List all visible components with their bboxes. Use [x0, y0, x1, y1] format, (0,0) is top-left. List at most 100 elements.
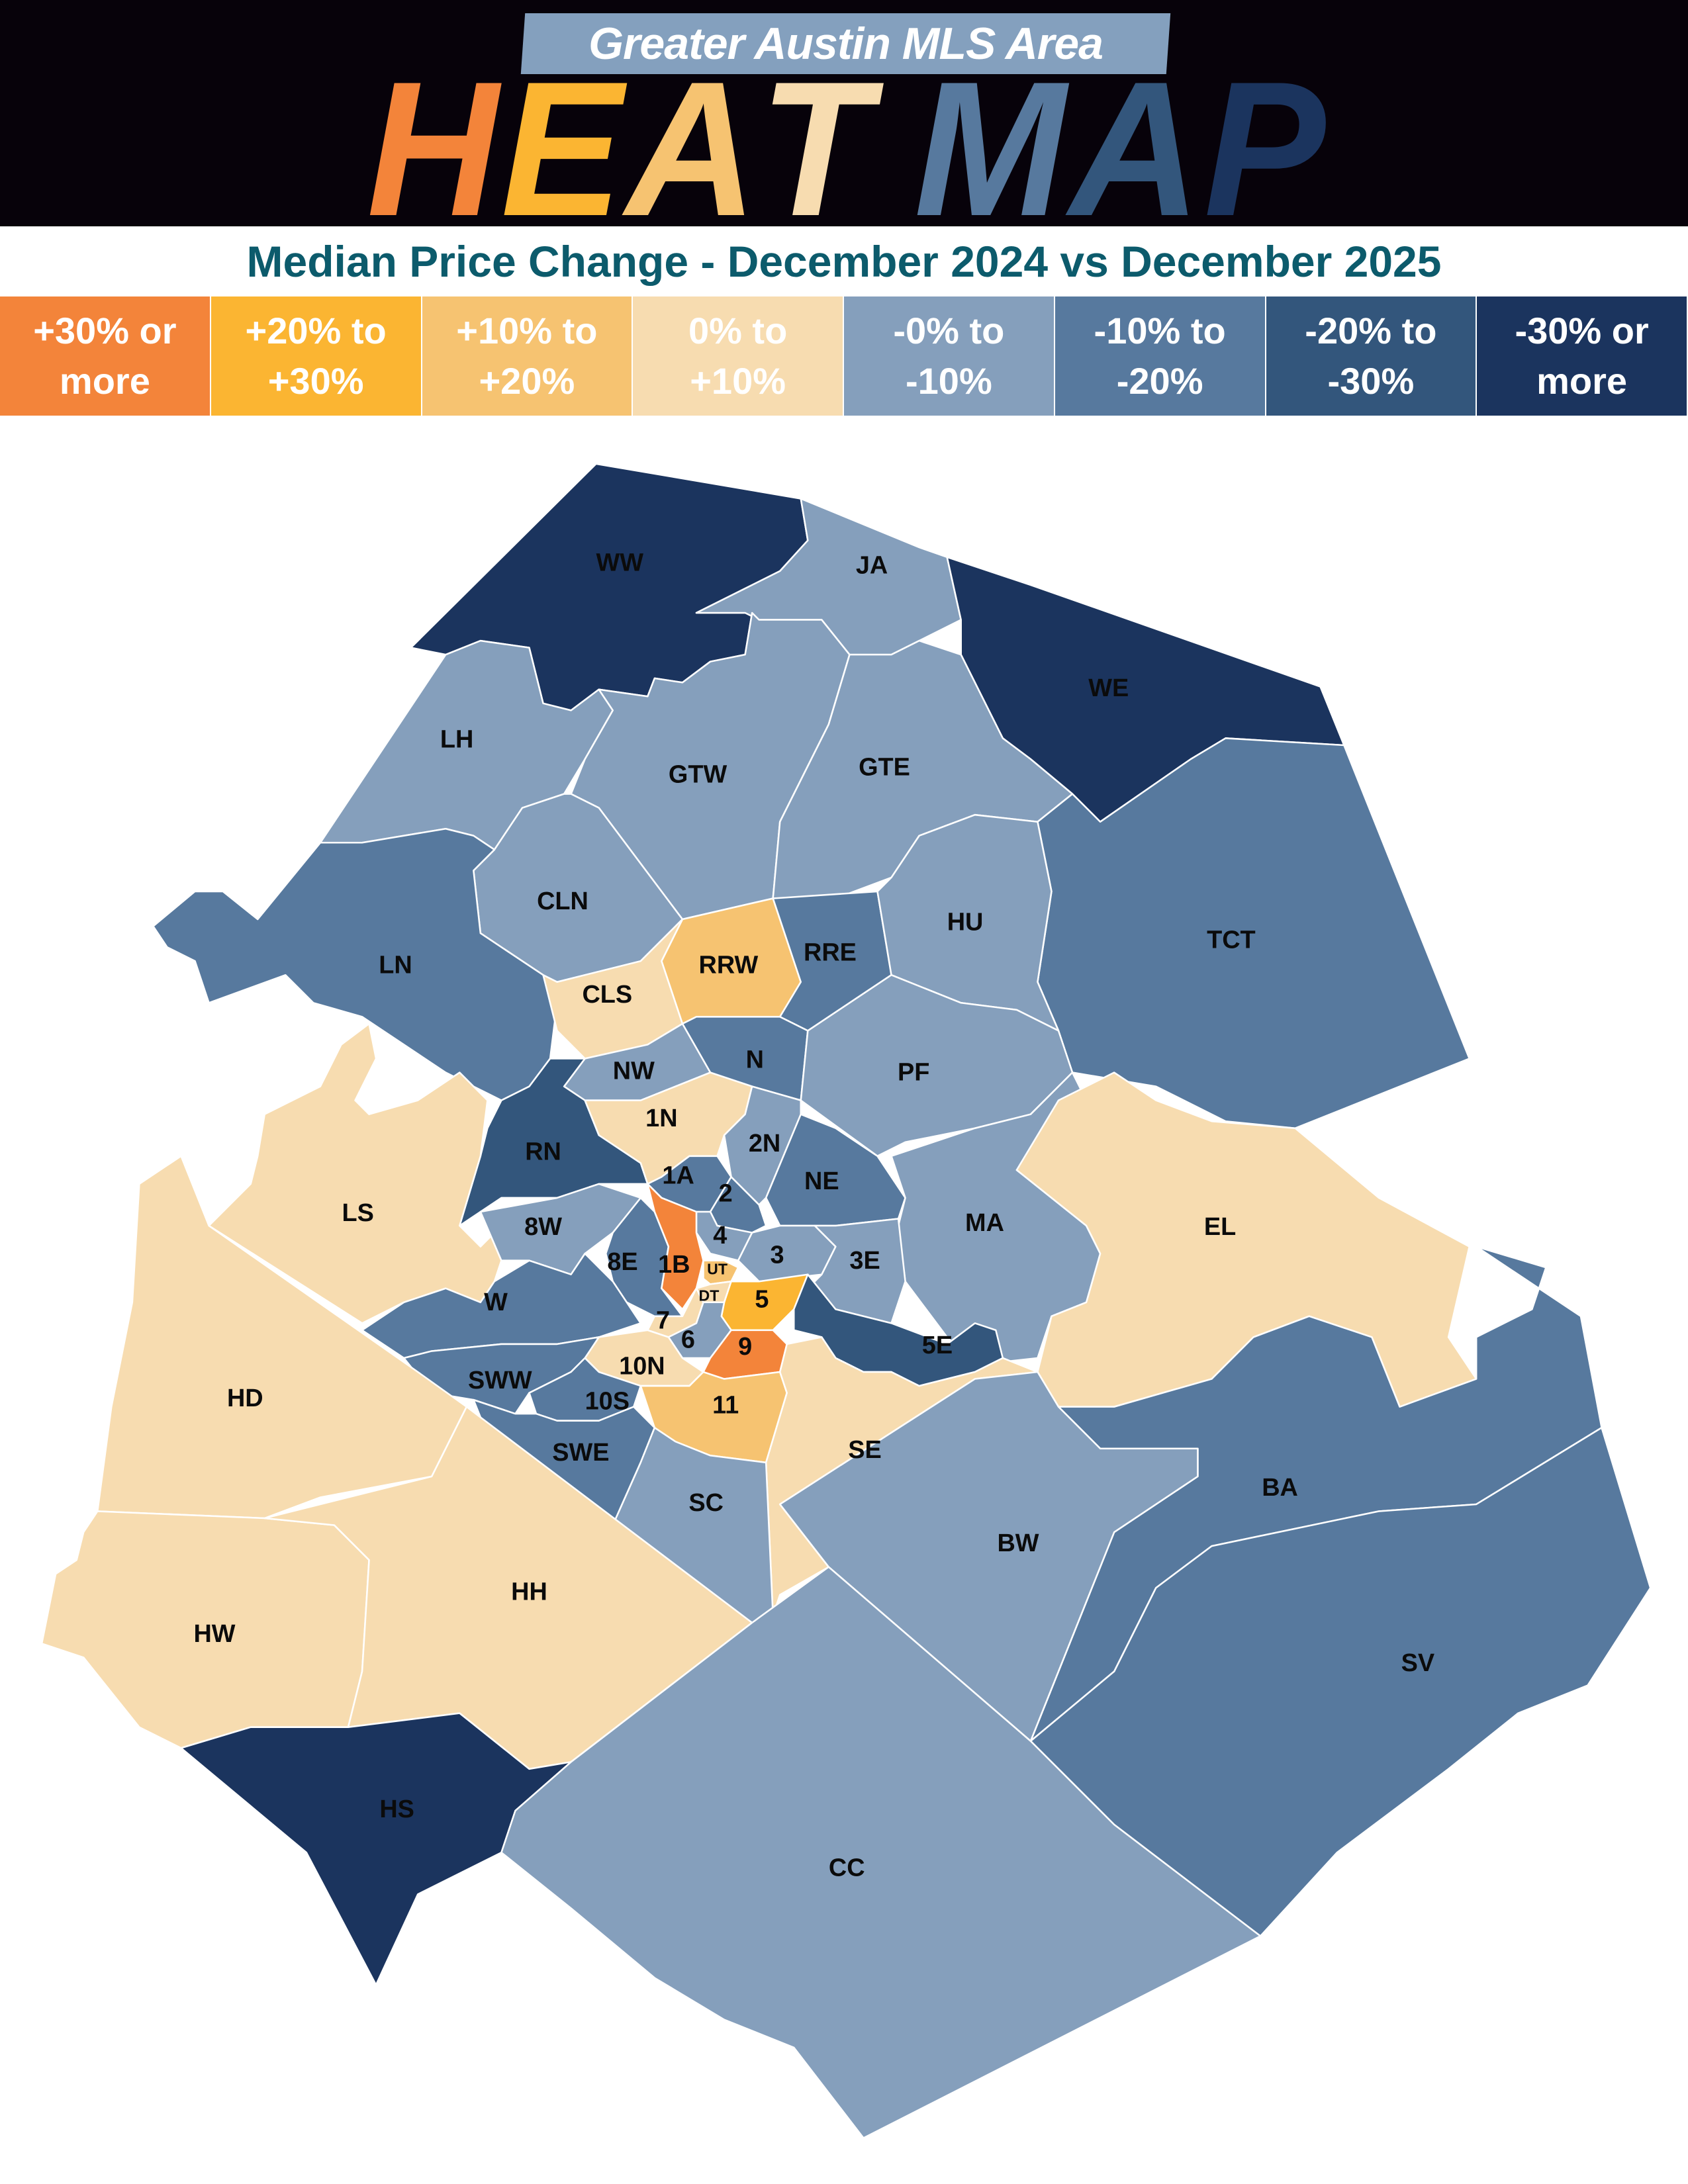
region-label: SWE	[552, 1439, 609, 1467]
region-label: UT	[707, 1260, 727, 1277]
region-label: BA	[1262, 1474, 1298, 1502]
region-label: EL	[1204, 1213, 1236, 1241]
region-label: 5	[755, 1286, 769, 1314]
region-label: 5E	[922, 1332, 953, 1359]
legend-label-line1: 0% to	[688, 310, 788, 351]
page-title: Greater Austin MLS Area	[588, 19, 1103, 69]
region-bw	[778, 1371, 1199, 1743]
region-sv	[1029, 1426, 1652, 1937]
region-label: HU	[947, 908, 984, 936]
region-label: LS	[342, 1199, 374, 1227]
region-label: 6	[681, 1326, 695, 1354]
region-label: CLN	[537, 887, 588, 915]
legend-label-line2: more	[59, 360, 150, 402]
region-label: SWW	[468, 1367, 532, 1394]
region-label: LH	[440, 726, 473, 754]
region-se	[765, 1336, 1039, 1617]
region-label: 10S	[585, 1387, 630, 1415]
legend-label: -10% to -20%	[1094, 306, 1226, 406]
region-label: RN	[525, 1138, 561, 1166]
legend-item: -20% to -30%	[1266, 296, 1477, 416]
region-label: W	[484, 1289, 508, 1316]
region-label: 2N	[749, 1130, 780, 1158]
legend-label-line1: -20% to	[1305, 310, 1437, 351]
legend: +30% or more +20% to +30% +10% to +20% 0% to +1…	[0, 296, 1688, 416]
legend-label: +10% to +20%	[456, 306, 597, 406]
legend-label-line1: -0% to	[893, 310, 1005, 351]
region-label: 3E	[849, 1247, 880, 1275]
letter-m: M	[914, 42, 1065, 256]
letter-h: H	[367, 42, 498, 256]
legend-label-line1: +10% to	[456, 310, 598, 351]
region-label: CC	[829, 1854, 865, 1882]
region-label: 8W	[524, 1213, 562, 1241]
letter-t: T	[759, 42, 871, 256]
region-3	[737, 1224, 837, 1283]
region-label: RRW	[699, 952, 759, 979]
region-label: NW	[613, 1058, 655, 1085]
legend-label: +30% or more	[33, 306, 176, 406]
legend-label-line1: +30% or	[33, 310, 177, 351]
legend-label-line2: -10%	[906, 360, 992, 402]
legend-label: -0% to -10%	[893, 306, 1004, 406]
region-label: 2	[719, 1180, 733, 1208]
region-label: DT	[699, 1287, 720, 1304]
region-label: RRE	[804, 939, 857, 967]
heat-map-wordmark: HEAT MAP	[0, 42, 1688, 256]
letter-a: A	[625, 42, 757, 256]
letter-p: P	[1203, 42, 1325, 256]
region-label: LN	[379, 952, 412, 979]
region-label: HS	[379, 1796, 414, 1823]
region-label: 9	[738, 1333, 752, 1361]
region-label: 4	[713, 1222, 727, 1250]
legend-label-line2: +20%	[479, 360, 575, 402]
region-label: CLS	[582, 981, 632, 1009]
legend-label-line1: -10% to	[1094, 310, 1226, 351]
region-label: BW	[997, 1529, 1039, 1557]
legend-item: -10% to -20%	[1055, 296, 1266, 416]
region-label: MA	[965, 1209, 1004, 1237]
region-cls	[542, 918, 684, 1060]
legend-label: 0% to +10%	[688, 306, 787, 406]
region-label: JA	[856, 552, 888, 580]
legend-item: +10% to +20%	[422, 296, 633, 416]
region-label: GTE	[859, 754, 910, 782]
region-label: GTW	[669, 760, 727, 788]
header-banner: Greater Austin MLS Area HEAT MAP	[0, 0, 1688, 245]
legend-label: -30% or more	[1515, 306, 1648, 406]
region-label: NE	[804, 1167, 839, 1195]
legend-label-line1: -30% or	[1515, 310, 1649, 351]
legend-label: -20% to -30%	[1305, 306, 1436, 406]
region-6	[667, 1301, 732, 1359]
region-label: SV	[1401, 1649, 1435, 1677]
legend-item: 0% to +10%	[633, 296, 844, 416]
legend-label-line2: -30%	[1327, 360, 1415, 402]
letter-a2: A	[1069, 42, 1201, 256]
region-label: 11	[712, 1392, 739, 1420]
region-hd	[97, 1155, 468, 1520]
legend-label-line2: +30%	[267, 360, 364, 402]
region-label: HD	[227, 1385, 263, 1412]
region-label: TCT	[1207, 927, 1256, 954]
region-cc	[500, 1566, 1262, 2139]
region-label: WW	[596, 549, 644, 576]
region-label: 1A	[662, 1161, 694, 1189]
region-label: SC	[688, 1489, 724, 1517]
region-label: N	[746, 1046, 764, 1074]
legend-label-line2: -20%	[1116, 360, 1203, 402]
region-label: PF	[898, 1059, 929, 1087]
region-label: SE	[848, 1436, 882, 1464]
legend-item: +20% to +30%	[211, 296, 422, 416]
legend-item: +30% or more	[0, 296, 211, 416]
region-label: WE	[1088, 674, 1129, 702]
region-label: 3	[770, 1241, 784, 1269]
legend-label-line1: +20% to	[245, 310, 387, 351]
region-label: 1B	[658, 1251, 690, 1279]
region-label: HH	[511, 1578, 547, 1606]
legend-item: -30% or more	[1477, 296, 1688, 416]
legend-label: +20% to +30%	[246, 306, 387, 406]
region-label: 10N	[619, 1353, 665, 1381]
legend-label-line2: more	[1536, 360, 1628, 402]
